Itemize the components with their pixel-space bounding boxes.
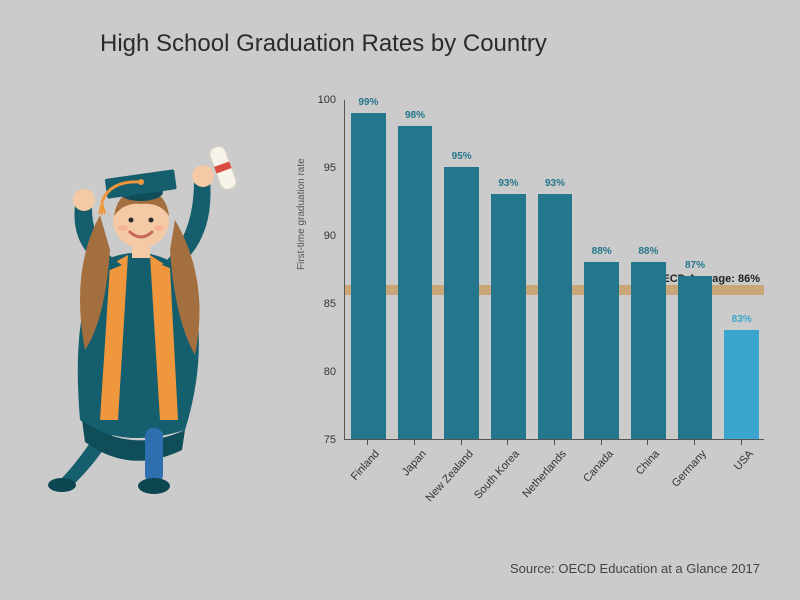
y-tick: 75 — [324, 434, 336, 446]
x-tick-mark — [554, 440, 555, 445]
bar-value-label: 99% — [358, 97, 378, 108]
bar-value-label: 98% — [405, 110, 425, 121]
x-tick-mark — [461, 440, 462, 445]
y-axis-label: First-time graduation rate — [296, 158, 307, 270]
bar: 93% — [538, 194, 573, 439]
bar-value-label: 83% — [732, 314, 752, 325]
bar: 88% — [631, 262, 666, 439]
graduate-illustration — [10, 120, 270, 500]
bar-value-label: 93% — [498, 178, 518, 189]
x-tick-mark — [507, 440, 508, 445]
y-tick: 80 — [324, 366, 336, 378]
x-tick-mark — [601, 440, 602, 445]
y-tick: 100 — [318, 94, 336, 106]
bar: 93% — [491, 194, 526, 439]
x-tick-mark — [647, 440, 648, 445]
bar-value-label: 95% — [452, 151, 472, 162]
bar: 88% — [584, 262, 619, 439]
graduation-rates-chart: First-time graduation rate 7580859095100… — [310, 100, 770, 500]
page-title: High School Graduation Rates by Country — [100, 30, 547, 58]
bar-value-label: 88% — [592, 246, 612, 257]
bar-value-label: 88% — [638, 246, 658, 257]
y-axis-ticks: 7580859095100 — [310, 100, 340, 440]
source-attribution: Source: OECD Education at a Glance 2017 — [510, 561, 760, 576]
x-tick-mark — [741, 440, 742, 445]
plot-area: OECD Average: 86% 99%98%95%93%93%88%88%8… — [344, 100, 764, 440]
bar-value-label: 87% — [685, 260, 705, 271]
bar: 99% — [351, 113, 386, 439]
bar: 95% — [444, 167, 479, 439]
bar-value-label: 93% — [545, 178, 565, 189]
x-tick-mark — [367, 440, 368, 445]
y-tick: 95 — [324, 162, 336, 174]
bars-group: 99% 98% 95% 93% 93% 88% 88% 87% 83% — [345, 100, 764, 439]
x-axis-labels: FinlandJapanNew ZealandSouth KoreaNether… — [344, 440, 764, 500]
x-tick-mark — [694, 440, 695, 445]
bar: 83% — [724, 330, 759, 439]
bar: 98% — [398, 126, 433, 439]
bar: 87% — [678, 276, 713, 439]
x-tick-mark — [414, 440, 415, 445]
y-tick: 85 — [324, 298, 336, 310]
y-tick: 90 — [324, 230, 336, 242]
